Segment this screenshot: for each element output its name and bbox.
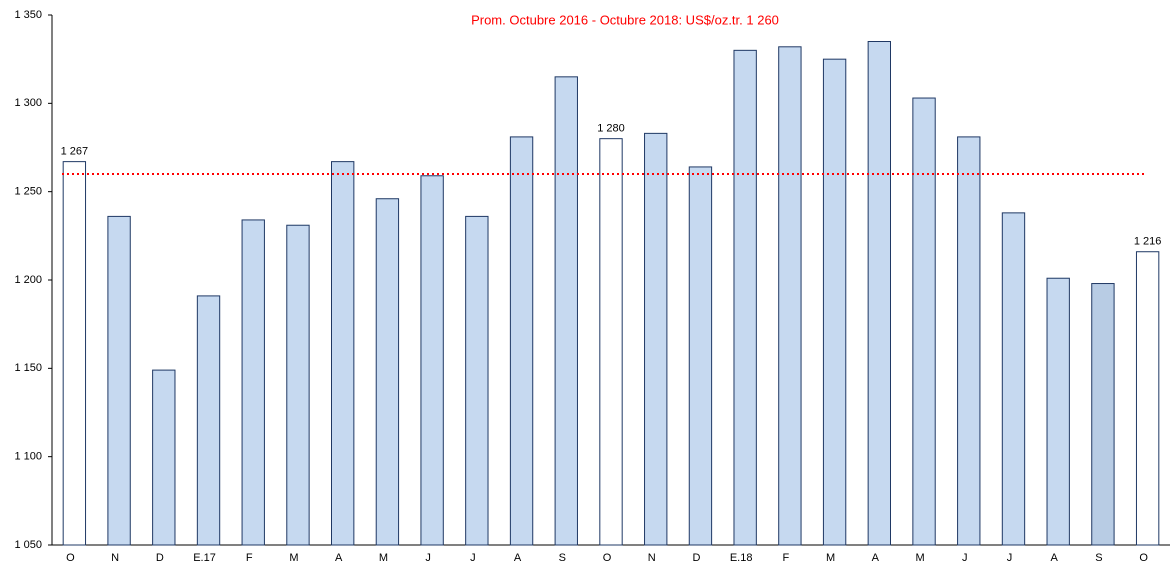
x-tick-label: M [915,552,924,563]
bar [420,175,444,546]
value-label: 1 216 [1134,236,1162,248]
bar [375,198,400,546]
x-tick-label: A [1051,552,1059,563]
y-tick-label: 1 200 [14,274,42,286]
bar [1046,277,1070,546]
x-tick-label: D [156,552,164,563]
bar [465,215,489,546]
bar [1091,283,1115,546]
bar [1135,251,1160,546]
bar [599,138,623,546]
bar [867,41,892,546]
bar [733,49,757,546]
x-tick-label: O [1139,552,1148,563]
x-tick-label: F [783,552,790,563]
bar [688,166,713,546]
x-tick-label: M [289,552,298,563]
bar [196,295,221,546]
x-tick-label: M [379,552,388,563]
bar [912,97,936,546]
x-tick-label: S [559,552,566,563]
x-tick-label: M [826,552,835,563]
x-tick-label: J [425,552,431,563]
y-tick-label: 1 050 [14,539,42,551]
value-label: 1 267 [61,146,89,158]
x-tick-label: N [648,552,656,563]
x-tick-label: S [1095,552,1102,563]
x-tick-label: J [1007,552,1013,563]
reference-label: Prom. Octubre 2016 - Octubre 2018: US$/o… [471,12,779,27]
x-tick-label: A [872,552,880,563]
x-tick-label: A [514,552,522,563]
bar [107,215,131,546]
bar [286,224,310,546]
x-tick-label: J [962,552,968,563]
x-tick-label: E.18 [730,552,753,563]
y-tick-label: 1 250 [14,186,42,198]
x-tick-label: N [111,552,119,563]
bar [822,58,847,546]
bar [241,219,265,546]
bar [644,132,668,546]
x-tick-label: O [66,552,75,563]
x-tick-label: F [246,552,253,563]
y-tick-label: 1 300 [14,97,42,109]
x-tick-label: J [470,552,476,563]
x-tick-label: A [335,552,343,563]
x-tick-label: D [692,552,700,563]
y-tick-label: 1 350 [14,9,42,21]
y-tick-label: 1 100 [14,451,42,463]
bar [778,46,802,546]
value-label: 1 280 [597,123,625,135]
bar [554,76,578,546]
bar [957,136,981,546]
x-tick-label: O [603,552,612,563]
x-tick-label: E.17 [193,552,216,563]
bar [1001,212,1026,546]
bar [62,161,87,546]
bar [331,161,355,546]
y-tick-label: 1 150 [14,362,42,374]
bar [509,136,534,546]
bar [152,369,176,546]
